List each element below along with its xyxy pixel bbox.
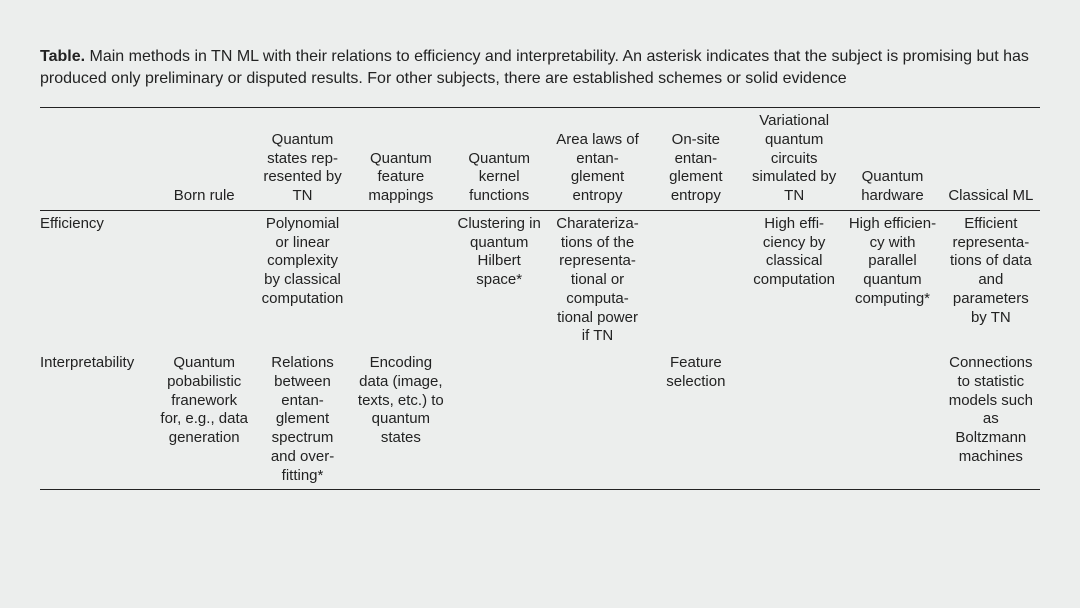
col-header: On-site entan­glement entropy bbox=[647, 108, 745, 211]
table-cell bbox=[352, 210, 450, 350]
table-cell bbox=[843, 350, 941, 490]
table-cell bbox=[450, 350, 548, 490]
table-cell: Polynomial or linear complex­ity by clas… bbox=[253, 210, 351, 350]
table-cell: Charateriza­tions of the representa­tion… bbox=[548, 210, 646, 350]
table-caption: Table. Main methods in TN ML with their … bbox=[40, 46, 1040, 89]
caption-lead: Table. bbox=[40, 48, 85, 65]
table-row: Interpretability Quantum pobabilis­tic f… bbox=[40, 350, 1040, 490]
table-cell: Efficient representa­tions of data and p… bbox=[942, 210, 1040, 350]
col-header: Quantum states rep­resented by TN bbox=[253, 108, 351, 211]
col-header: Quantum feature mappings bbox=[352, 108, 450, 211]
table-cell: Encoding data (im­age, texts, etc.) to q… bbox=[352, 350, 450, 490]
table-cell: Connec­tions to statistic models such as… bbox=[942, 350, 1040, 490]
col-header bbox=[40, 108, 155, 211]
table-cell: Cluster­ing in quantum Hilbert space* bbox=[450, 210, 548, 350]
main-table: Born rule Quantum states rep­resented by… bbox=[40, 107, 1040, 490]
table-cell bbox=[647, 210, 745, 350]
caption-text: Main methods in TN ML with their relatio… bbox=[40, 48, 1029, 87]
col-header: Variational quantum circuits simulated b… bbox=[745, 108, 843, 211]
col-header: Classical ML bbox=[942, 108, 1040, 211]
col-header: Quantum hardware bbox=[843, 108, 941, 211]
table-cell: Relations between entan­glement spectrum… bbox=[253, 350, 351, 490]
table-cell: Feature selection bbox=[647, 350, 745, 490]
table-header-row: Born rule Quantum states rep­resented by… bbox=[40, 108, 1040, 211]
row-label: Efficiency bbox=[40, 210, 155, 350]
col-header: Quantum kernel functions bbox=[450, 108, 548, 211]
table-cell bbox=[745, 350, 843, 490]
table-row: Efficiency Polynomial or linear complex­… bbox=[40, 210, 1040, 350]
table-cell: Quantum pobabilis­tic frane­work for, e.… bbox=[155, 350, 253, 490]
table-cell: High effi­ciency by classical computa­ti… bbox=[745, 210, 843, 350]
table-cell: High efficien­cy with parallel quantum c… bbox=[843, 210, 941, 350]
row-label: Interpretability bbox=[40, 350, 155, 490]
page-container: Table. Main methods in TN ML with their … bbox=[0, 0, 1080, 608]
table-cell bbox=[548, 350, 646, 490]
col-header: Area laws of entan­glement entropy bbox=[548, 108, 646, 211]
table-cell bbox=[155, 210, 253, 350]
col-header: Born rule bbox=[155, 108, 253, 211]
